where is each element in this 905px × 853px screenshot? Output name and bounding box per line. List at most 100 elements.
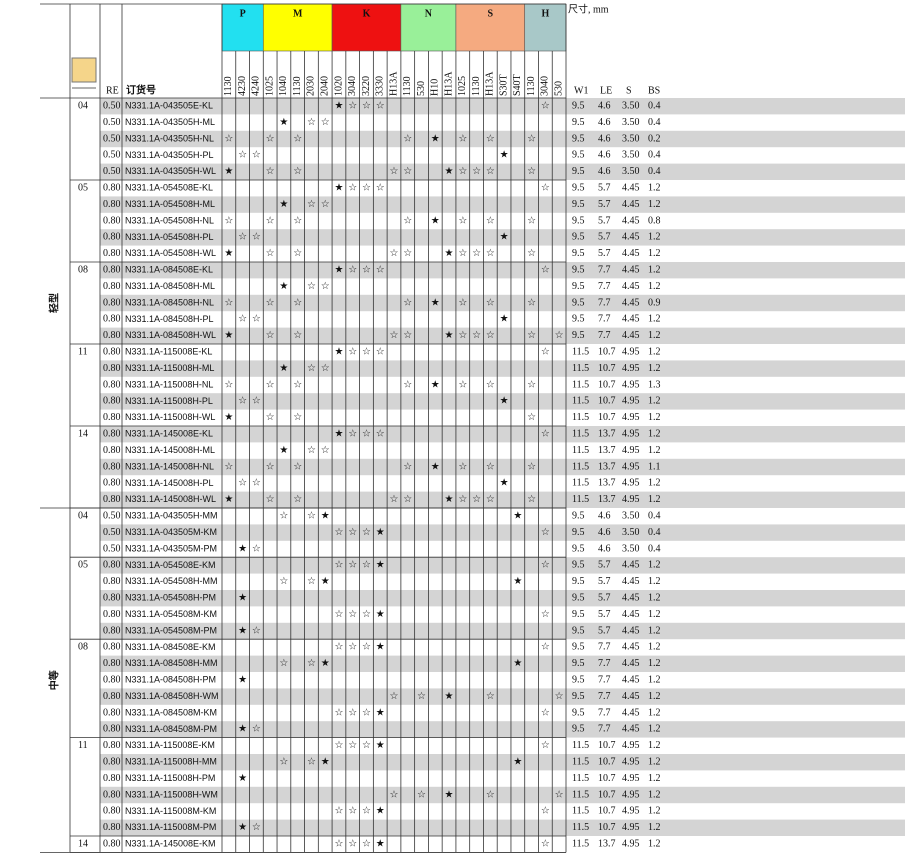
re: 0.80 xyxy=(103,281,121,292)
dimension: 1.2 xyxy=(648,248,661,259)
re-header: RE xyxy=(106,85,119,96)
grade-mark: ☆ xyxy=(403,494,412,505)
grade-mark: ☆ xyxy=(348,707,357,718)
grade-mark: ☆ xyxy=(527,297,536,308)
size: 05 xyxy=(78,182,88,193)
grade-mark: ★ xyxy=(376,740,385,751)
dimension: 11.5 xyxy=(572,363,589,374)
re: 0.80 xyxy=(103,363,121,374)
dimension: 4.45 xyxy=(622,232,640,243)
grade-mark: ☆ xyxy=(403,379,412,390)
dimension: 9.5 xyxy=(572,281,585,292)
re: 0.50 xyxy=(103,527,121,538)
dimension: 1.2 xyxy=(648,330,661,341)
dimension: 5.7 xyxy=(598,576,611,587)
dimension: 4.45 xyxy=(622,264,640,275)
dimension-caption: 尺寸, mm xyxy=(568,2,609,15)
dimension: 1.2 xyxy=(648,445,661,456)
grade-mark: ☆ xyxy=(321,117,330,128)
grade-mark: ☆ xyxy=(321,445,330,456)
row-stripe xyxy=(100,655,905,672)
grade-name: 1130 xyxy=(223,76,234,96)
dimension: 7.7 xyxy=(598,642,611,653)
re: 0.80 xyxy=(103,346,121,357)
dimension: 4.45 xyxy=(622,215,640,226)
grade-mark: ☆ xyxy=(293,166,302,177)
dimension: 4.95 xyxy=(622,494,640,505)
grade-mark: ☆ xyxy=(307,658,316,669)
material-group-name: M xyxy=(293,8,303,19)
grade-mark: ☆ xyxy=(252,822,261,833)
re: 0.80 xyxy=(103,412,121,423)
grade-mark: ★ xyxy=(238,592,247,603)
dimension: 4.95 xyxy=(622,396,640,407)
dimension: 11.5 xyxy=(572,789,589,800)
order-no: N331.1A-054508E-KL xyxy=(125,183,213,193)
row-stripe xyxy=(100,491,905,508)
grade-mark: ☆ xyxy=(390,494,399,505)
dimension: 5.7 xyxy=(598,182,611,193)
row-stripe xyxy=(100,229,905,246)
dimension: 1.2 xyxy=(648,494,661,505)
grade-mark: ★ xyxy=(279,117,288,128)
grade-mark: ★ xyxy=(431,297,440,308)
re: 0.80 xyxy=(103,576,121,587)
dimension: 4.45 xyxy=(622,658,640,669)
grade-mark: ★ xyxy=(238,674,247,685)
dimension: 4.6 xyxy=(598,510,611,521)
dimension: 9.5 xyxy=(572,133,585,144)
grade-mark: ★ xyxy=(334,346,343,357)
dimension: 1.2 xyxy=(648,232,661,243)
dimension: 5.7 xyxy=(598,215,611,226)
dimension: 1.2 xyxy=(648,724,661,735)
dimension: 4.45 xyxy=(622,625,640,636)
grade-mark: ★ xyxy=(500,232,509,243)
grade-mark: ☆ xyxy=(348,182,357,193)
dimension: 0.4 xyxy=(648,117,661,128)
dimension: 5.7 xyxy=(598,560,611,571)
grade-mark: ☆ xyxy=(348,346,357,357)
dimension: 5.7 xyxy=(598,609,611,620)
grade-name: 4230 xyxy=(237,76,248,96)
grade-mark: ☆ xyxy=(293,215,302,226)
grade-mark: ☆ xyxy=(527,461,536,472)
grade-mark: ★ xyxy=(224,166,233,177)
grade-mark: ☆ xyxy=(238,478,247,489)
order-no: N331.1A-084508M-KM xyxy=(125,707,217,717)
grade-mark: ☆ xyxy=(472,330,481,341)
grade-mark: ☆ xyxy=(541,428,550,439)
grade-mark: ★ xyxy=(431,461,440,472)
dimension: 3.50 xyxy=(622,117,640,128)
dimension: 11.5 xyxy=(572,412,589,423)
dimension: 11.5 xyxy=(572,396,589,407)
grade-mark: ☆ xyxy=(458,248,467,259)
dimension: 4.6 xyxy=(598,117,611,128)
dimension: 4.45 xyxy=(622,330,640,341)
dimension: 13.7 xyxy=(598,461,616,472)
grade-mark: ☆ xyxy=(266,133,275,144)
grade-mark: ☆ xyxy=(403,166,412,177)
grade-mark: ☆ xyxy=(541,642,550,653)
dimension: 9.5 xyxy=(572,117,585,128)
grade-mark: ☆ xyxy=(417,691,426,702)
grade-name: 530 xyxy=(416,81,427,96)
dimension: 3.50 xyxy=(622,150,640,161)
dimension: 10.7 xyxy=(598,789,616,800)
re: 0.80 xyxy=(103,560,121,571)
dimension: 5.7 xyxy=(598,248,611,259)
grade-mark: ☆ xyxy=(458,330,467,341)
dimension: 0.4 xyxy=(648,100,661,111)
size: 14 xyxy=(78,428,88,439)
grade-mark: ★ xyxy=(445,166,454,177)
dimension: 0.4 xyxy=(648,166,661,177)
grade-mark: ☆ xyxy=(293,133,302,144)
grade-mark: ☆ xyxy=(238,232,247,243)
dimension: 0.4 xyxy=(648,510,661,521)
grade-mark: ☆ xyxy=(403,215,412,226)
grade-mark: ☆ xyxy=(252,150,261,161)
dimension: 10.7 xyxy=(598,773,616,784)
dimension: 0.8 xyxy=(648,215,661,226)
material-group-name: S xyxy=(488,8,494,19)
dimension: 9.5 xyxy=(572,215,585,226)
grade-mark: ☆ xyxy=(224,297,233,308)
